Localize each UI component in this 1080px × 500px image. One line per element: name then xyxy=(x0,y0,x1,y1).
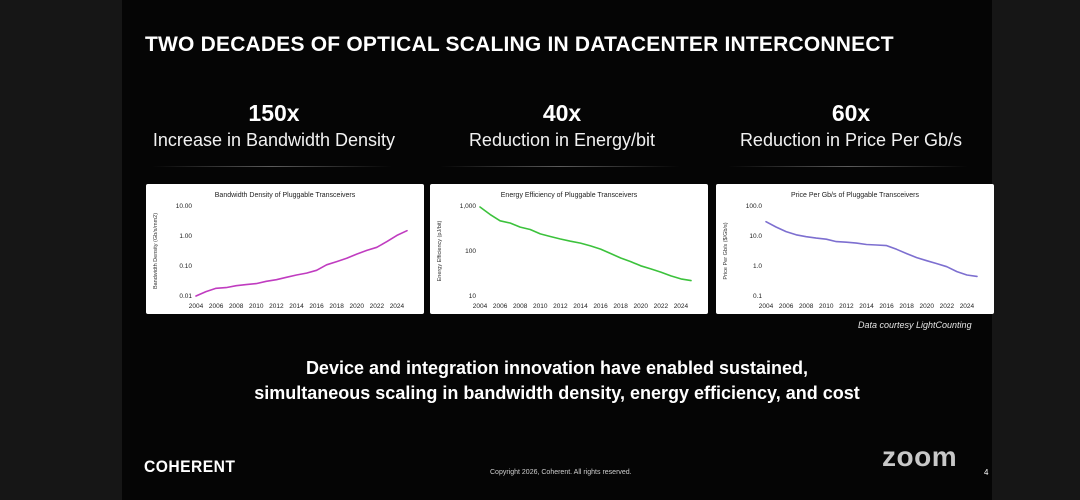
x-tick-label: 2006 xyxy=(209,303,224,310)
chart-title: Bandwidth Density of Pluggable Transceiv… xyxy=(215,192,356,199)
y-tick-label: 0.1 xyxy=(753,293,762,300)
x-tick-label: 2022 xyxy=(370,303,385,310)
y-tick-label: 100.0 xyxy=(746,203,763,210)
page-number: 4 xyxy=(984,468,989,477)
stat-energy-value: 40x xyxy=(542,100,582,126)
price-per-gbps-chart: Price Per Gb/s of Pluggable Transceivers… xyxy=(723,192,978,310)
stat-bandwidth: 150x Increase in Bandwidth Density xyxy=(139,100,409,152)
divider xyxy=(440,166,680,167)
stat-price-label: Reduction in Price Per Gb/s xyxy=(739,130,963,150)
x-tick-label: 2008 xyxy=(513,303,528,310)
slide: TWO DECADES OF OPTICAL SCALING IN DATACE… xyxy=(122,0,994,500)
y-tick-label: 1,000 xyxy=(460,203,477,210)
x-tick-label: 2010 xyxy=(819,303,834,310)
x-tick-label: 2006 xyxy=(779,303,794,310)
coherent-logo: COHERENT xyxy=(144,457,236,476)
x-tick-label: 2004 xyxy=(759,303,774,310)
chart-card-bandwidth: Bandwidth Density of Pluggable Transceiv… xyxy=(146,184,424,314)
x-tick-label: 2010 xyxy=(533,303,548,310)
x-tick-label: 2014 xyxy=(859,303,874,310)
x-tick-label: 2018 xyxy=(899,303,914,310)
x-tick-label: 2010 xyxy=(249,303,264,310)
y-axis-label: Price Per Gb/s ($/Gb/s) xyxy=(723,222,729,279)
x-tick-label: 2004 xyxy=(473,303,488,310)
y-tick-label: 0.01 xyxy=(179,293,192,300)
chart-title: Price Per Gb/s of Pluggable Transceivers xyxy=(791,192,920,199)
tagline-line-2: simultaneous scaling in bandwidth densit… xyxy=(254,383,860,403)
x-tick-label: 2014 xyxy=(289,303,304,310)
y-tick-label: 10 xyxy=(469,293,477,300)
data-credit: Data courtesy LightCounting xyxy=(858,320,972,330)
x-tick-label: 2012 xyxy=(553,303,568,310)
stat-bandwidth-label: Increase in Bandwidth Density xyxy=(152,130,396,150)
stat-energy: 40x Reduction in Energy/bit xyxy=(427,100,697,152)
x-tick-label: 2016 xyxy=(309,303,324,310)
chart-card-energy: Energy Efficiency of Pluggable Transceiv… xyxy=(430,184,708,314)
tagline: Device and integration innovation have e… xyxy=(122,356,992,406)
stat-price-value: 60x xyxy=(831,100,871,126)
copyright: Copyright 2026, Coherent. All rights res… xyxy=(490,469,632,476)
x-tick-label: 2024 xyxy=(390,303,405,310)
left-letterbox xyxy=(0,0,122,500)
x-tick-label: 2008 xyxy=(799,303,814,310)
x-tick-label: 2008 xyxy=(229,303,244,310)
divider xyxy=(728,166,968,167)
y-tick-label: 1.00 xyxy=(179,233,192,240)
x-tick-label: 2018 xyxy=(329,303,344,310)
x-tick-label: 2014 xyxy=(573,303,588,310)
series-line xyxy=(765,220,978,278)
zoom-watermark: zoom xyxy=(882,441,958,472)
divider xyxy=(152,166,392,167)
y-axis-label: Energy Efficiency (pJ/bit) xyxy=(437,220,443,281)
series-line xyxy=(195,229,408,297)
y-tick-label: 0.10 xyxy=(179,263,192,270)
y-tick-label: 100 xyxy=(465,248,476,255)
x-tick-label: 2024 xyxy=(674,303,689,310)
y-tick-label: 10.0 xyxy=(749,233,762,240)
slide-title: TWO DECADES OF OPTICAL SCALING IN DATACE… xyxy=(145,33,894,56)
x-tick-label: 2018 xyxy=(613,303,628,310)
x-tick-label: 2012 xyxy=(839,303,854,310)
chart-card-price: Price Per Gb/s of Pluggable Transceivers… xyxy=(716,184,994,314)
x-tick-label: 2022 xyxy=(654,303,669,310)
stat-energy-label: Reduction in Energy/bit xyxy=(468,130,656,150)
y-axis-label: Bandwidth Density (Gb/s/mm2) xyxy=(153,213,159,289)
y-tick-label: 10.00 xyxy=(176,203,193,210)
x-tick-label: 2004 xyxy=(189,303,204,310)
x-tick-label: 2024 xyxy=(960,303,975,310)
bandwidth-density-chart: Bandwidth Density of Pluggable Transceiv… xyxy=(153,192,408,310)
x-tick-label: 2006 xyxy=(493,303,508,310)
x-tick-label: 2022 xyxy=(940,303,955,310)
series-line xyxy=(479,206,692,282)
tagline-line-1: Device and integration innovation have e… xyxy=(305,358,809,378)
x-tick-label: 2020 xyxy=(634,303,649,310)
stat-price: 60x Reduction in Price Per Gb/s xyxy=(716,100,986,152)
x-tick-label: 2020 xyxy=(350,303,365,310)
x-tick-label: 2016 xyxy=(879,303,894,310)
x-tick-label: 2012 xyxy=(269,303,284,310)
energy-efficiency-chart: Energy Efficiency of Pluggable Transceiv… xyxy=(437,192,692,310)
chart-title: Energy Efficiency of Pluggable Transceiv… xyxy=(501,192,638,199)
stat-bandwidth-value: 150x xyxy=(248,100,300,126)
right-letterbox xyxy=(992,0,1080,500)
y-tick-label: 1.0 xyxy=(753,263,762,270)
x-tick-label: 2016 xyxy=(593,303,608,310)
x-tick-label: 2020 xyxy=(920,303,935,310)
